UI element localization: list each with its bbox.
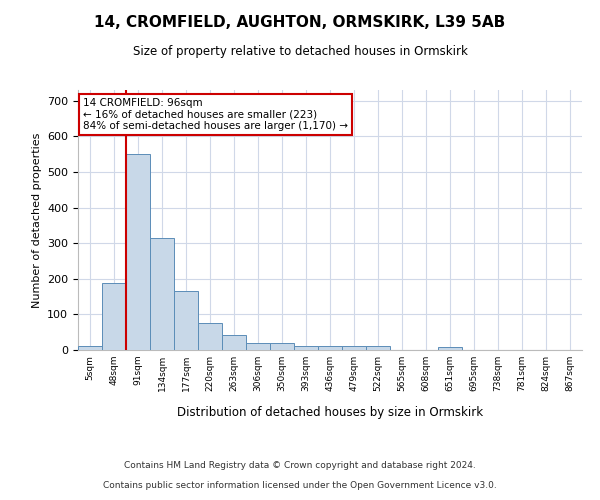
- Text: 14, CROMFIELD, AUGHTON, ORMSKIRK, L39 5AB: 14, CROMFIELD, AUGHTON, ORMSKIRK, L39 5A…: [94, 15, 506, 30]
- Bar: [174, 291, 198, 350]
- Bar: [102, 284, 126, 350]
- Text: 14 CROMFIELD: 96sqm
← 16% of detached houses are smaller (223)
84% of semi-detac: 14 CROMFIELD: 96sqm ← 16% of detached ho…: [83, 98, 348, 131]
- Text: Contains HM Land Registry data © Crown copyright and database right 2024.: Contains HM Land Registry data © Crown c…: [124, 460, 476, 469]
- Bar: [294, 346, 318, 350]
- Bar: [78, 346, 102, 350]
- Bar: [270, 343, 294, 350]
- Bar: [198, 324, 222, 350]
- Bar: [438, 347, 462, 350]
- Text: Distribution of detached houses by size in Ormskirk: Distribution of detached houses by size …: [177, 406, 483, 419]
- Bar: [318, 346, 342, 350]
- Text: Contains public sector information licensed under the Open Government Licence v3: Contains public sector information licen…: [103, 480, 497, 490]
- Bar: [246, 343, 270, 350]
- Y-axis label: Number of detached properties: Number of detached properties: [32, 132, 41, 308]
- Bar: [150, 238, 174, 350]
- Bar: [342, 346, 366, 350]
- Bar: [366, 346, 390, 350]
- Bar: [222, 335, 246, 350]
- Text: Size of property relative to detached houses in Ormskirk: Size of property relative to detached ho…: [133, 45, 467, 58]
- Bar: [126, 154, 150, 350]
